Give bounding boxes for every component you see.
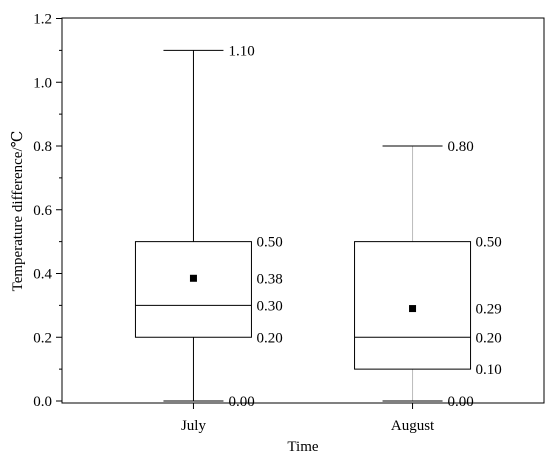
y-axis-ticks: 0.0 0.2 0.4 0.6 0.8 1.0 1.2 [33, 12, 62, 410]
y-tick-label: 1.0 [33, 75, 52, 91]
y-tick-label: 0.4 [33, 267, 52, 283]
plot-frame [61, 17, 545, 404]
value-label-mean: 0.29 [476, 302, 502, 318]
value-label-q3: 0.50 [476, 235, 502, 251]
y-tick-label: 1.2 [33, 12, 52, 28]
x-tick-label: August [391, 418, 435, 434]
box-july: 1.10 0.50 0.38 0.30 0.20 0.00 [134, 43, 283, 410]
x-tick-label: July [181, 418, 207, 434]
value-label-q3: 0.50 [256, 235, 282, 251]
value-label-q1: 0.20 [256, 330, 282, 346]
x-axis-ticks: July August [181, 403, 435, 434]
y-tick-label: 0.8 [33, 139, 52, 155]
value-label-median: 0.30 [256, 298, 282, 314]
value-label-max: 1.10 [228, 43, 254, 59]
value-label-max: 0.80 [448, 139, 474, 155]
value-label-median: 0.20 [476, 330, 502, 346]
box-series: 1.10 0.50 0.38 0.30 0.20 0.00 0.80 0.50 0.29 0.20… [134, 43, 502, 410]
box-iqr [354, 241, 472, 370]
y-tick-label: 0.0 [33, 394, 52, 410]
y-tick-label: 0.6 [33, 203, 52, 219]
box-august: 0.80 0.50 0.29 0.20 0.100.00 [354, 139, 502, 410]
value-label-min: 0.00 [228, 394, 254, 410]
y-tick-label: 0.2 [33, 330, 52, 346]
box-iqr [134, 241, 252, 338]
value-label-min: 0.00 [448, 394, 474, 410]
y-axis-title: Temperature difference/℃ [10, 131, 26, 292]
mean-marker [409, 305, 417, 313]
value-label-q1: 0.10 [476, 362, 502, 378]
mean-marker [189, 274, 197, 282]
x-axis-title: Time [287, 439, 318, 455]
value-label-mean: 0.38 [256, 271, 282, 287]
